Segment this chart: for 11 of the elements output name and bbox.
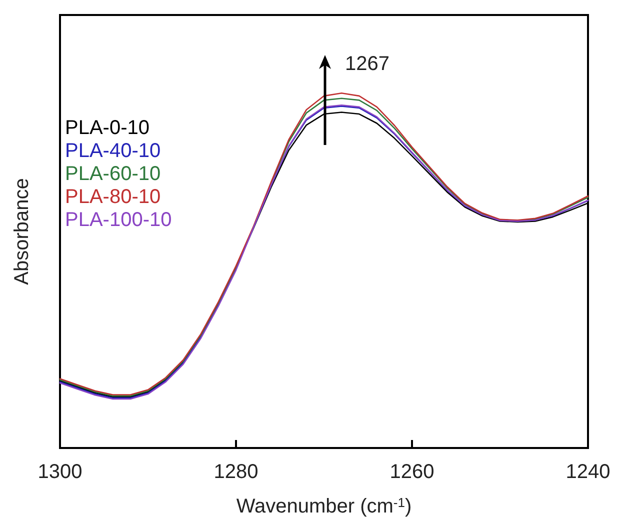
- text: PLA-40-10: [65, 140, 161, 162]
- y-axis-title: Absorbance: [11, 178, 33, 285]
- x-tick-label: 1300: [38, 461, 82, 483]
- x-tick-label: 1280: [214, 461, 258, 483]
- text: PLA-80-10: [65, 186, 161, 208]
- x-tick-label: 1240: [566, 461, 610, 483]
- text: 1267: [345, 53, 390, 76]
- text: PLA-0-10: [65, 117, 150, 139]
- x-tick-label: 1260: [390, 461, 434, 483]
- text: PLA-60-10: [65, 163, 161, 185]
- text: PLA-100-10: [65, 209, 172, 231]
